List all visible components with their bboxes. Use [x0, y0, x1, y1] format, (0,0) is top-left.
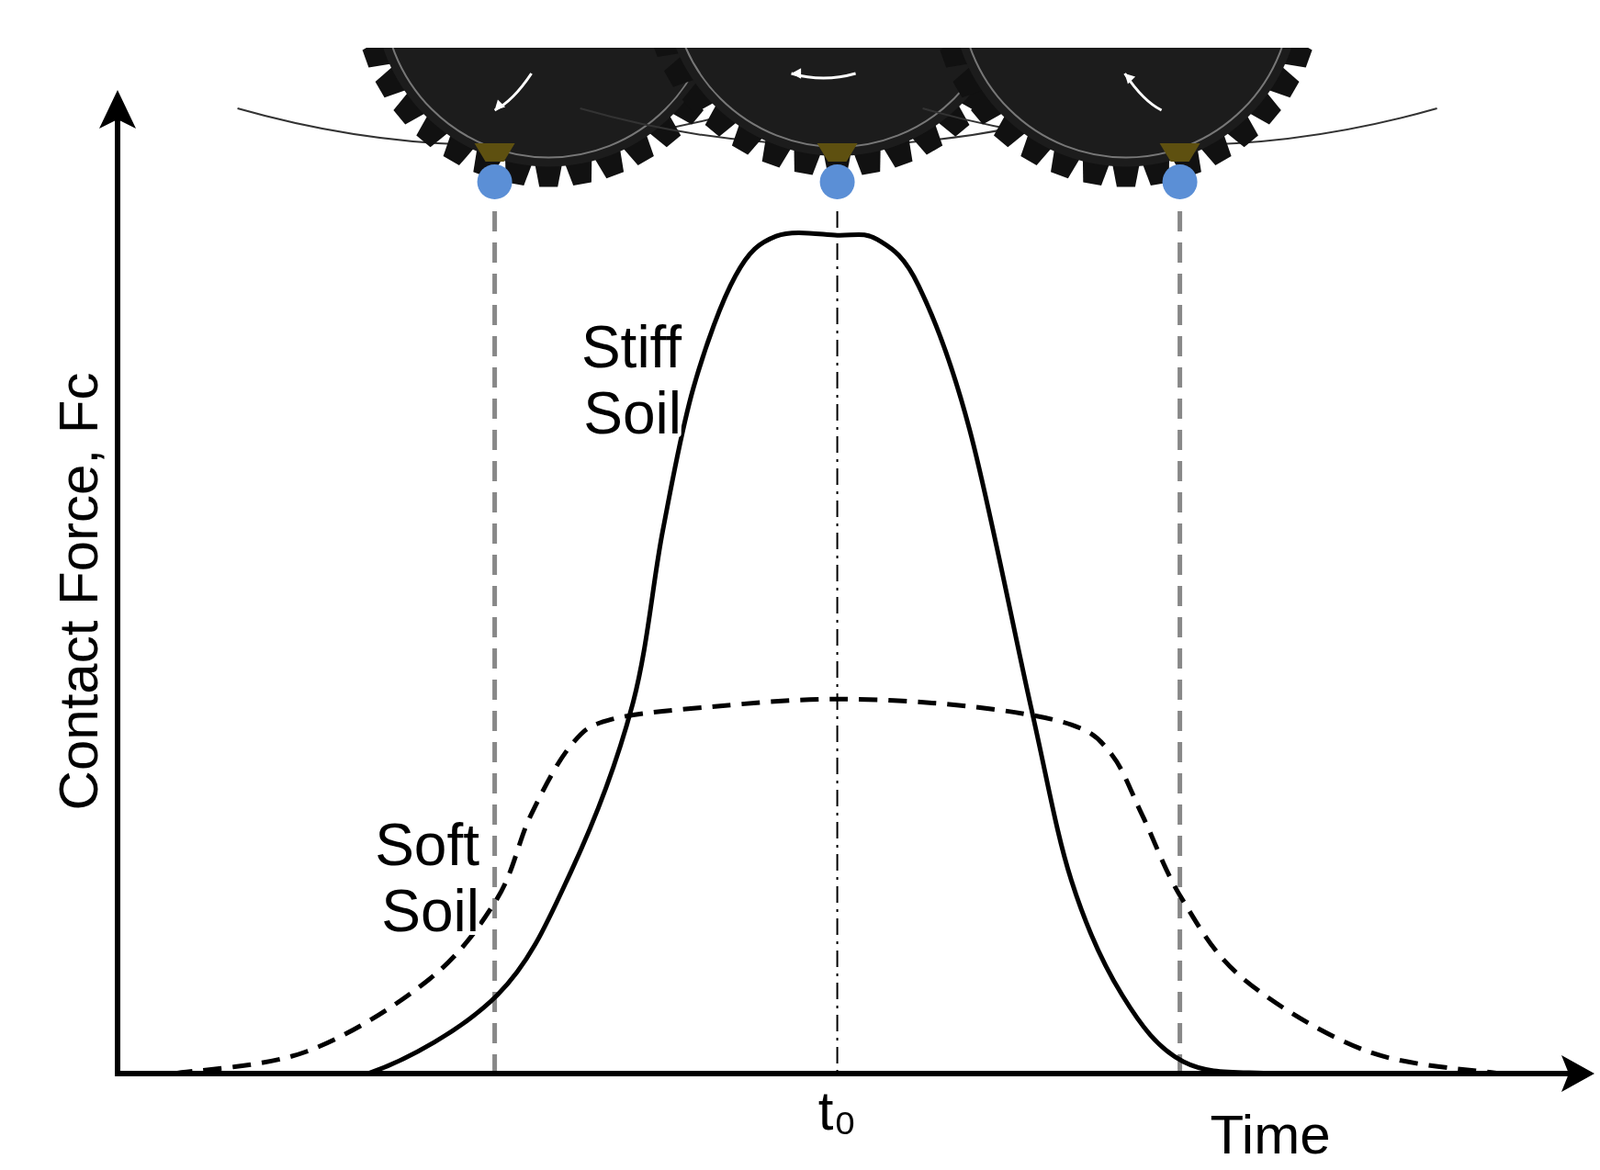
chart: StiffSoilSoftSoilt₀TimeContact Force, Fc — [0, 0, 1600, 1170]
rotation-arrow-head — [1125, 73, 1137, 85]
soil-lug — [474, 143, 516, 162]
series-label: SoftSoil — [374, 811, 480, 945]
reference-line — [1177, 211, 1183, 1074]
rotation-arrow — [1125, 73, 1162, 111]
wheel-rim — [960, 47, 1292, 158]
x-axis-arrow — [1561, 1055, 1595, 1093]
contact-point — [477, 164, 513, 200]
series-line — [174, 698, 1501, 1074]
label-line: Soil — [583, 380, 682, 447]
tick-line — [836, 211, 839, 1074]
contact-point — [820, 164, 856, 200]
x-axis-title: Time — [1209, 1104, 1330, 1166]
rotation-arrow-head — [495, 99, 507, 111]
x-tick-label: t₀ — [818, 1080, 857, 1142]
reference-line — [492, 211, 497, 1074]
wheel-body — [373, 47, 723, 168]
soil-lug — [1160, 143, 1201, 162]
label-line: Soil — [381, 878, 480, 945]
rotation-arrow — [495, 73, 532, 111]
series-line — [262, 232, 1426, 1074]
label-line: Soft — [374, 811, 480, 879]
contact-point — [1162, 164, 1198, 200]
y-axis-extension — [114, 114, 121, 154]
label-line: Stiff — [581, 314, 682, 381]
y-axis-arrow — [99, 90, 136, 129]
wheel-body — [663, 47, 1013, 157]
rotation-arrow-head — [791, 67, 802, 79]
y-axis-title: Contact Force, Fc — [47, 372, 110, 812]
plot-area — [174, 232, 1501, 1074]
wheel-rim — [672, 47, 1003, 147]
y-axis — [114, 153, 121, 1077]
soil-lug — [817, 143, 858, 162]
series-label: StiffSoil — [581, 314, 682, 447]
wheel-body — [951, 47, 1301, 168]
wheel-rim — [383, 47, 714, 158]
